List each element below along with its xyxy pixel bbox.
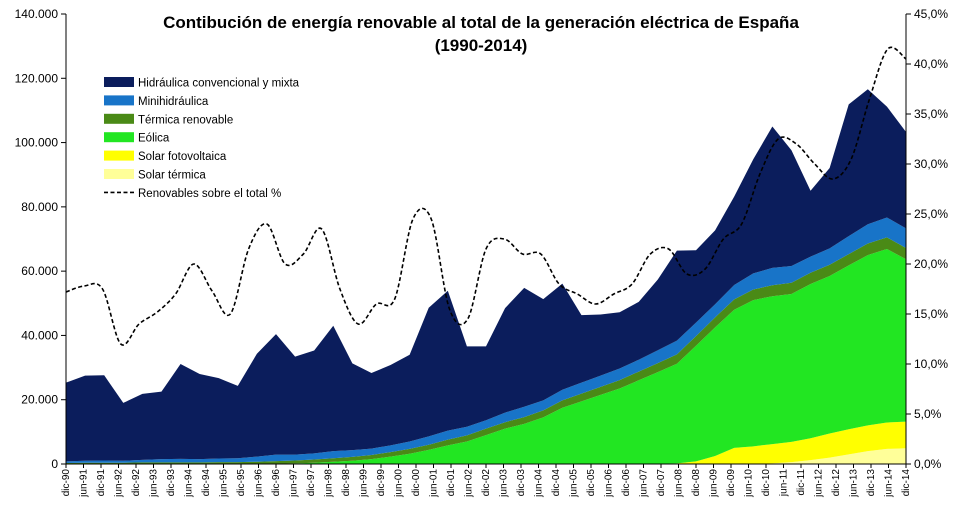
y-tick-label: 20.000 bbox=[21, 393, 58, 407]
y2-tick-label: 15,0% bbox=[914, 307, 948, 321]
y2-tick-label: 35,0% bbox=[914, 107, 948, 121]
x-tick-label: jun-13 bbox=[849, 469, 860, 498]
legend-label: Térmica renovable bbox=[138, 114, 233, 126]
x-tick-label: jun-06 bbox=[604, 469, 615, 498]
x-tick-label: jun-07 bbox=[639, 469, 650, 498]
chart-title: Contibución de energía renovable al tota… bbox=[163, 13, 799, 32]
x-tick-label: dic-95 bbox=[236, 469, 247, 497]
legend-swatch bbox=[104, 150, 134, 161]
x-tick-label: jun-97 bbox=[289, 469, 300, 498]
legend-swatch bbox=[104, 77, 134, 87]
y-tick-label: 40.000 bbox=[21, 328, 58, 342]
x-tick-label: dic-09 bbox=[726, 469, 737, 497]
y2-tick-label: 30,0% bbox=[914, 157, 948, 171]
legend-label: Solar térmica bbox=[138, 170, 206, 182]
x-tick-label: jun-12 bbox=[814, 469, 825, 498]
x-tick-label: dic-14 bbox=[901, 469, 912, 497]
y-tick-label: 140.000 bbox=[15, 7, 59, 21]
area-series-hidraulica-convencional-y-mixta bbox=[66, 89, 906, 462]
x-tick-label: jun-14 bbox=[884, 469, 895, 498]
x-tick-label: dic-94 bbox=[201, 469, 212, 497]
x-tick-label: dic-99 bbox=[376, 469, 387, 497]
y2-tick-label: 5,0% bbox=[914, 407, 942, 421]
x-tick-label: dic-05 bbox=[586, 469, 597, 497]
chart-subtitle: (1990-2014) bbox=[435, 36, 528, 55]
x-tick-label: dic-12 bbox=[831, 469, 842, 497]
legend-label: Solar fotovoltaica bbox=[138, 151, 227, 163]
legend-label: Eólica bbox=[138, 133, 170, 145]
y2-tick-label: 40,0% bbox=[914, 57, 948, 71]
y2-tick-label: 45,0% bbox=[914, 7, 948, 21]
x-tick-label: jun-05 bbox=[569, 469, 580, 498]
x-tick-label: dic-07 bbox=[656, 469, 667, 497]
x-tick-label: jun-93 bbox=[149, 469, 160, 498]
y-tick-label: 80.000 bbox=[21, 200, 58, 214]
x-tick-label: jun-99 bbox=[359, 469, 370, 498]
y2-tick-label: 0,0% bbox=[914, 457, 942, 471]
x-tick-label: jun-96 bbox=[254, 469, 265, 498]
x-tick-label: dic-92 bbox=[131, 469, 142, 497]
x-tick-label: dic-01 bbox=[446, 469, 457, 497]
x-tick-label: dic-97 bbox=[306, 469, 317, 497]
x-tick-label: jun-94 bbox=[184, 469, 195, 498]
legend: Hidráulica convencional y mixta Minihidrá… bbox=[104, 77, 300, 200]
legend-swatch bbox=[104, 132, 134, 143]
area-series-solar-termica bbox=[66, 448, 906, 464]
legend-label: Minihidráulica bbox=[138, 96, 209, 108]
area-series-eolica bbox=[66, 248, 906, 464]
y2-tick-label: 10,0% bbox=[914, 357, 948, 371]
x-tick-label: jun-02 bbox=[464, 469, 475, 498]
x-tick-label: dic-90 bbox=[61, 469, 72, 497]
x-tick-label: jun-11 bbox=[779, 469, 790, 497]
x-tick-label: jun-00 bbox=[394, 469, 405, 498]
x-tick-label: dic-13 bbox=[866, 469, 877, 497]
x-tick-label: dic-00 bbox=[411, 469, 422, 497]
x-tick-label: jun-04 bbox=[534, 469, 545, 498]
x-tick-label: jun-98 bbox=[324, 469, 335, 498]
x-tick-label: dic-98 bbox=[341, 469, 352, 497]
x-tick-label: dic-91 bbox=[96, 469, 107, 497]
x-tick-label: jun-01 bbox=[429, 469, 440, 498]
x-tick-label: dic-08 bbox=[691, 469, 702, 497]
line-series-renovables-pct bbox=[65, 46, 907, 346]
y2-tick-label: 25,0% bbox=[914, 207, 948, 221]
y-tick-label: 0 bbox=[51, 457, 58, 471]
axes: 0 20.000 40.000 60.000 80.000 100.000 120.000 1… bbox=[15, 7, 949, 498]
x-tick-label: dic-03 bbox=[516, 469, 527, 497]
legend-label: Hidráulica convencional y mixta bbox=[138, 78, 300, 90]
x-tick-label: dic-04 bbox=[551, 469, 562, 497]
legend-swatch bbox=[104, 169, 134, 179]
x-tick-label: dic-10 bbox=[761, 469, 772, 497]
y2-tick-label: 20,0% bbox=[914, 257, 948, 271]
x-tick-label: dic-96 bbox=[271, 469, 282, 497]
x-tick-label: jun-03 bbox=[499, 469, 510, 498]
x-tick-label: jun-91 bbox=[79, 469, 90, 498]
legend-swatch bbox=[104, 95, 134, 106]
legend-label: Renovables sobre el total % bbox=[138, 188, 281, 200]
y-tick-label: 100.000 bbox=[15, 136, 59, 150]
plot-area bbox=[65, 46, 907, 464]
x-tick-label: jun-10 bbox=[744, 469, 755, 498]
x-tick-label: jun-09 bbox=[709, 469, 720, 498]
x-tick-label: jun-95 bbox=[219, 469, 230, 498]
x-tick-label: dic-11 bbox=[796, 469, 807, 496]
x-tick-label: jun-92 bbox=[114, 469, 125, 498]
x-tick-label: jun-08 bbox=[674, 469, 685, 498]
y-tick-label: 60.000 bbox=[21, 264, 58, 278]
legend-swatch bbox=[104, 113, 134, 124]
x-tick-label: dic-93 bbox=[166, 469, 177, 497]
x-tick-label: dic-02 bbox=[481, 469, 492, 497]
y-tick-label: 120.000 bbox=[15, 71, 59, 85]
x-tick-label: dic-06 bbox=[621, 469, 632, 497]
